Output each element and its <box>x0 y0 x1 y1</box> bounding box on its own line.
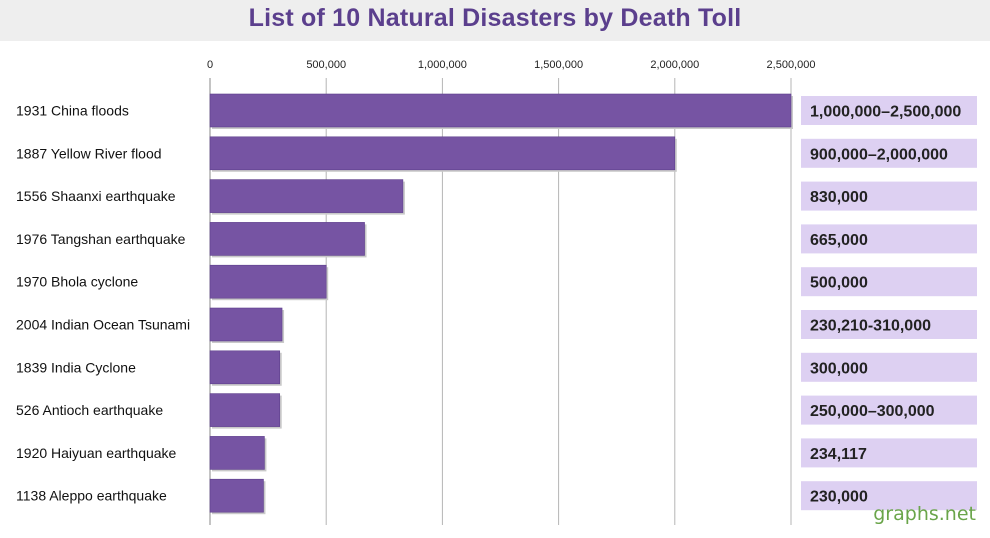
x-tick-label: 500,000 <box>306 59 346 71</box>
value-box <box>801 310 977 339</box>
x-tick-label: 1,500,000 <box>534 59 583 71</box>
bar <box>209 393 281 427</box>
category-label: 1138 Aleppo earthquake <box>16 488 167 504</box>
category-label: 2004 Indian Ocean Tsunami <box>16 317 190 333</box>
value-box <box>801 481 977 511</box>
bar <box>209 179 404 213</box>
category-label: 1970 Bhola cyclone <box>16 274 138 290</box>
value-label: 230,210-310,000 <box>810 318 931 335</box>
x-tick-label: 2,000,000 <box>650 59 699 71</box>
value-label: 234,117 <box>810 446 867 463</box>
category-label: 1556 Shaanxi earthquake <box>16 188 176 204</box>
chart-title: List of 10 Natural Disasters by Death To… <box>248 4 742 32</box>
category-label: 1931 China floods <box>16 103 129 119</box>
category-label: 1887 Yellow River flood <box>16 145 162 161</box>
bar <box>209 136 676 171</box>
bar <box>209 307 283 342</box>
category-label: 526 Antioch earthquake <box>16 402 163 418</box>
category-label: 1976 Tangshan earthquake <box>16 231 186 247</box>
value-box <box>801 224 977 254</box>
bar <box>209 93 792 128</box>
bar <box>209 436 265 470</box>
value-box <box>801 352 977 382</box>
value-label: 830,000 <box>810 189 868 206</box>
value-box <box>801 438 977 468</box>
x-tick-label: 2,500,000 <box>767 59 816 71</box>
bar <box>209 222 365 256</box>
value-box <box>801 395 977 425</box>
value-label: 665,000 <box>810 232 868 249</box>
category-label: 1920 Haiyuan earthquake <box>16 445 177 461</box>
value-label: 500,000 <box>810 275 868 292</box>
bar <box>209 478 264 513</box>
category-label: 1839 India Cyclone <box>16 359 136 375</box>
value-label: 250,000–300,000 <box>810 403 935 420</box>
x-tick-label: 1,000,000 <box>418 59 467 71</box>
title-band <box>0 0 990 41</box>
bar <box>209 264 327 299</box>
value-label: 300,000 <box>810 360 868 377</box>
x-tick-label: 0 <box>207 59 213 71</box>
value-label: 1,000,000–2,500,000 <box>810 104 961 121</box>
value-label: 900,000–2,000,000 <box>810 146 948 163</box>
watermark: graphs.net <box>873 503 976 525</box>
value-label: 230,000 <box>810 489 868 506</box>
bar <box>209 350 281 385</box>
value-box <box>801 96 977 125</box>
value-box <box>801 267 977 297</box>
value-box <box>801 181 977 211</box>
value-box <box>801 138 977 168</box>
